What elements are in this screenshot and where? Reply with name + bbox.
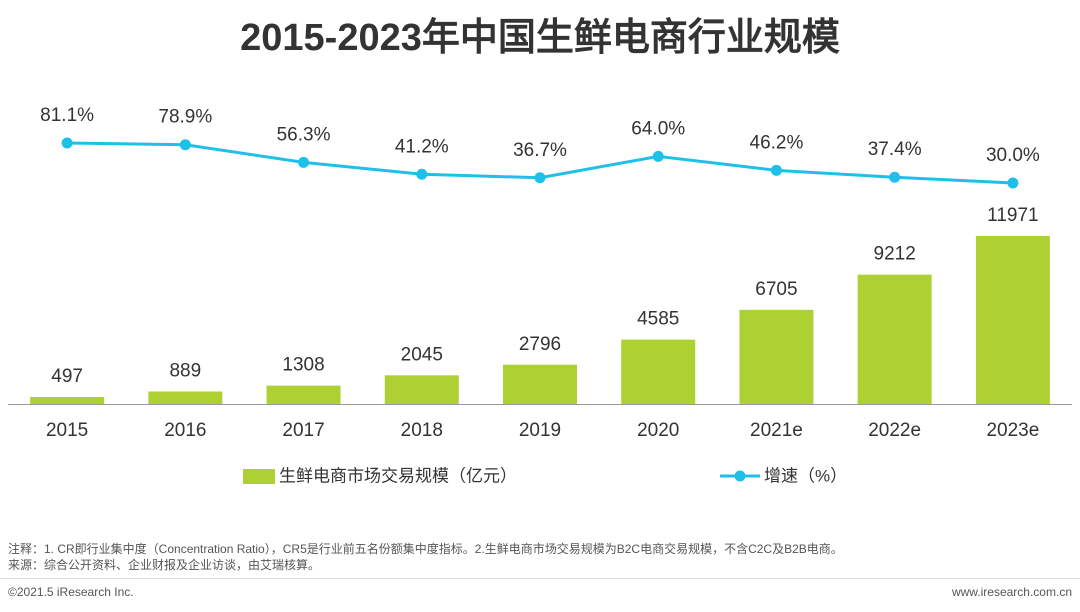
- line-point: [61, 137, 73, 149]
- bar-value-label: 889: [169, 361, 201, 382]
- x-tick-label: 2015: [46, 420, 88, 441]
- bar-value-label: 497: [51, 366, 83, 387]
- bar: [621, 339, 696, 404]
- line-point: [770, 164, 782, 176]
- bar-value-label: 2045: [401, 344, 443, 365]
- x-tick-label: 2018: [401, 420, 443, 441]
- line-point: [1007, 177, 1019, 189]
- line-point: [298, 156, 310, 168]
- line-point: [889, 171, 901, 183]
- bar: [975, 235, 1050, 404]
- bar: [148, 391, 223, 404]
- bar: [739, 309, 814, 404]
- line-value-label: 36.7%: [513, 140, 567, 161]
- line-value-label: 56.3%: [277, 124, 331, 145]
- line-point: [416, 168, 428, 180]
- line-value-label: 37.4%: [868, 139, 922, 160]
- line-point: [534, 172, 546, 184]
- bar-value-label: 1308: [282, 355, 324, 376]
- legend-label: 生鲜电商市场交易规模（亿元）: [279, 466, 517, 485]
- bar: [503, 364, 577, 404]
- line-value-label: 64.0%: [631, 118, 685, 139]
- x-tick-label: 2021e: [750, 420, 803, 441]
- bar: [857, 274, 932, 404]
- bar-value-label: 6705: [755, 279, 797, 300]
- x-tick-label: 2020: [637, 420, 679, 441]
- legend-swatch-bar: [243, 469, 275, 484]
- line-value-label: 30.0%: [986, 145, 1040, 166]
- x-tick-label: 2022e: [868, 420, 921, 441]
- line-value-label: 78.9%: [158, 107, 212, 128]
- line-value-label: 46.2%: [750, 132, 804, 153]
- bar-value-label: 11971: [987, 205, 1038, 226]
- x-tick-label: 2017: [282, 420, 324, 441]
- bar-value-label: 2796: [519, 334, 561, 355]
- bar: [266, 385, 341, 404]
- bar-value-label: 9212: [874, 244, 916, 265]
- x-tick-label: 2016: [164, 420, 206, 441]
- bar: [30, 397, 105, 404]
- chart-title: 2015-2023年中国生鲜电商行业规模: [240, 17, 840, 59]
- line-point: [652, 150, 664, 162]
- source: 来源：综合公开资料、企业财报及企业访谈，由艾瑞核算。: [8, 557, 320, 572]
- copyright: ©2021.5 iResearch Inc.: [8, 585, 134, 599]
- legend-swatch-dot: [734, 470, 746, 482]
- legend-label: 增速（%）: [764, 466, 847, 485]
- bar: [384, 375, 459, 404]
- footnote: 注释：1. CR即行业集中度（Concentration Ratio），CR5是…: [8, 541, 843, 556]
- line-value-label: 81.1%: [40, 105, 94, 126]
- bar-value-label: 4585: [637, 309, 679, 330]
- website: www.iresearch.com.cn: [951, 585, 1072, 599]
- x-tick-label: 2023e: [986, 420, 1039, 441]
- line-point: [179, 139, 191, 151]
- x-tick-label: 2019: [519, 420, 561, 441]
- line-value-label: 41.2%: [395, 136, 449, 157]
